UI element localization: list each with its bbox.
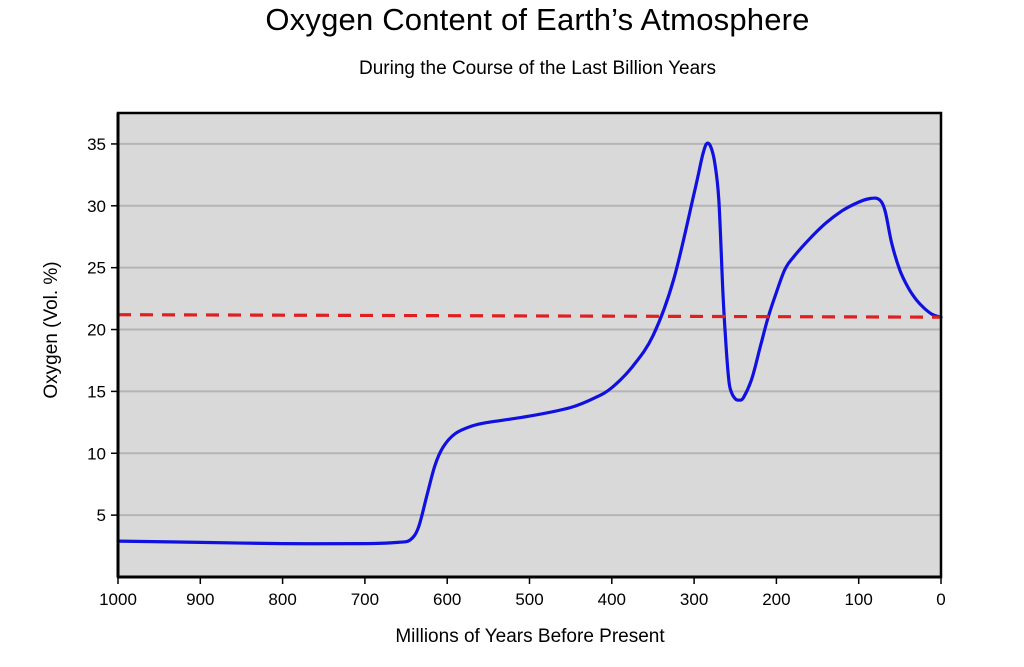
x-tick-label: 300 [680, 590, 708, 609]
y-tick-label: 10 [87, 444, 106, 463]
x-tick-label: 600 [433, 590, 461, 609]
x-tick-label: 500 [515, 590, 543, 609]
reference-line-present-level [117, 313, 942, 319]
x-tick-label: 800 [268, 590, 296, 609]
oxygen-series-line [116, 141, 943, 546]
x-tick-label: 100 [845, 590, 873, 609]
x-axis-label: Millions of Years Before Present [395, 626, 665, 647]
y-tick-label: 25 [87, 259, 106, 278]
x-tick-label: 400 [598, 590, 626, 609]
x-tick-label: 200 [762, 590, 790, 609]
x-tick-label: 0 [936, 590, 945, 609]
y-tick-label: 5 [97, 506, 106, 525]
y-tick-label: 30 [87, 197, 106, 216]
chart-title: Oxygen Content of Earth’s Atmosphere [265, 2, 810, 37]
x-tick-label: 900 [186, 590, 214, 609]
y-tick-label: 35 [87, 135, 106, 154]
chart-subtitle: During the Course of the Last Billion Ye… [359, 58, 716, 79]
y-tick-label: 20 [87, 321, 106, 340]
plot-background [118, 113, 941, 577]
x-tick-label: 700 [351, 590, 379, 609]
y-axis-label: Oxygen (Vol. %) [41, 261, 62, 398]
y-tick-label: 15 [87, 382, 106, 401]
x-tick-label: 1000 [99, 590, 137, 609]
